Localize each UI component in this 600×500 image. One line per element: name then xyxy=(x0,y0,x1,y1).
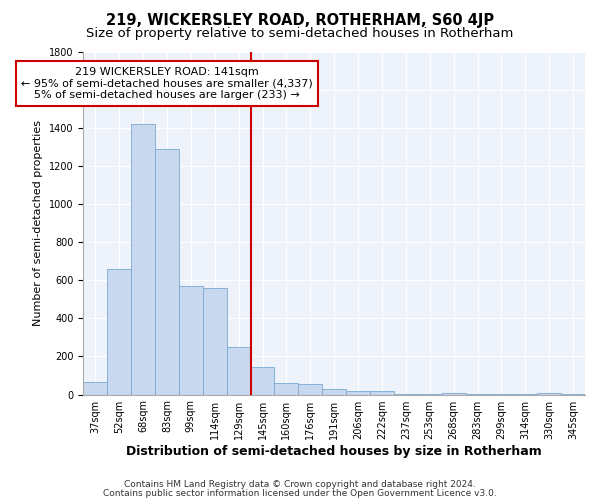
Bar xyxy=(251,367,274,394)
X-axis label: Distribution of semi-detached houses by size in Rotherham: Distribution of semi-detached houses by … xyxy=(127,444,542,458)
Bar xyxy=(179,286,203,395)
Text: 219 WICKERSLEY ROAD: 141sqm
← 95% of semi-detached houses are smaller (4,337)
5%: 219 WICKERSLEY ROAD: 141sqm ← 95% of sem… xyxy=(21,66,313,100)
Bar xyxy=(370,391,394,394)
Bar xyxy=(298,384,322,394)
Bar xyxy=(274,383,298,394)
Text: Contains HM Land Registry data © Crown copyright and database right 2024.: Contains HM Land Registry data © Crown c… xyxy=(124,480,476,489)
Bar xyxy=(107,269,131,394)
Bar xyxy=(155,148,179,394)
Bar xyxy=(442,392,466,394)
Bar xyxy=(83,382,107,394)
Bar xyxy=(203,288,227,395)
Bar xyxy=(346,391,370,394)
Y-axis label: Number of semi-detached properties: Number of semi-detached properties xyxy=(34,120,43,326)
Bar xyxy=(227,347,251,395)
Bar xyxy=(131,124,155,394)
Text: Contains public sector information licensed under the Open Government Licence v3: Contains public sector information licen… xyxy=(103,488,497,498)
Bar xyxy=(322,389,346,394)
Text: Size of property relative to semi-detached houses in Rotherham: Size of property relative to semi-detach… xyxy=(86,28,514,40)
Bar xyxy=(537,392,561,394)
Text: 219, WICKERSLEY ROAD, ROTHERHAM, S60 4JP: 219, WICKERSLEY ROAD, ROTHERHAM, S60 4JP xyxy=(106,12,494,28)
